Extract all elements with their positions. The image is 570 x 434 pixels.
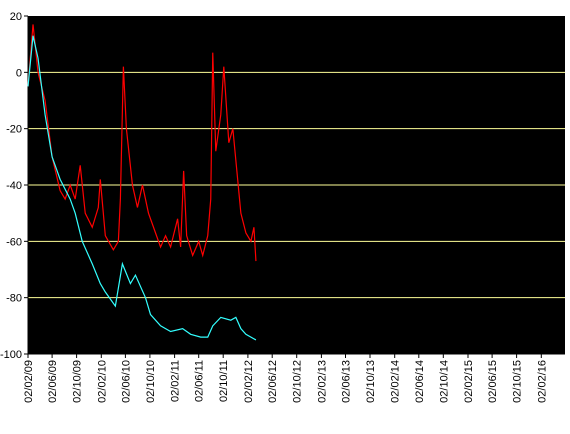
x-tick-label: 02/10/12: [292, 360, 304, 403]
y-tick-label: 0: [16, 67, 22, 79]
x-tick-label: 02/02/16: [536, 360, 548, 403]
x-tick-label: 02/02/11: [170, 360, 182, 402]
x-tick-label: 02/10/11: [218, 360, 230, 402]
x-tick-label: 02/10/10: [145, 360, 157, 403]
x-tick-label: 02/06/15: [487, 360, 499, 403]
x-tick-label: 02/10/13: [365, 360, 377, 403]
x-tick-label: 02/02/10: [96, 360, 108, 403]
x-tick-label: 02/02/09: [23, 360, 35, 403]
y-tick-label: -40: [6, 180, 22, 192]
x-tick-label: 02/10/09: [72, 360, 84, 403]
x-tick-label: 02/06/14: [414, 360, 426, 403]
x-tick-label: 02/10/14: [438, 360, 450, 403]
y-tick-label: -60: [6, 236, 22, 248]
x-tick-label: 02/02/15: [463, 360, 475, 403]
x-tick-label: 02/06/12: [267, 360, 279, 403]
x-tick-label: 02/10/15: [512, 360, 524, 403]
y-tick-label: -100: [0, 349, 22, 361]
x-tick-label: 02/06/13: [341, 360, 353, 403]
y-tick-label: -80: [6, 293, 22, 305]
x-tick-label: 02/06/09: [47, 360, 59, 403]
x-tick-label: 02/02/14: [390, 360, 402, 403]
x-tick-label: 02/06/10: [120, 360, 132, 403]
x-tick-label: 02/02/12: [243, 360, 255, 403]
x-tick-label: 02/02/13: [316, 360, 328, 403]
data-line: [27, 24, 257, 262]
data-line: [27, 35, 257, 341]
x-tick-label: 02/06/11: [194, 360, 206, 402]
y-tick-label: -20: [6, 124, 22, 136]
y-tick-label: 20: [10, 11, 22, 23]
